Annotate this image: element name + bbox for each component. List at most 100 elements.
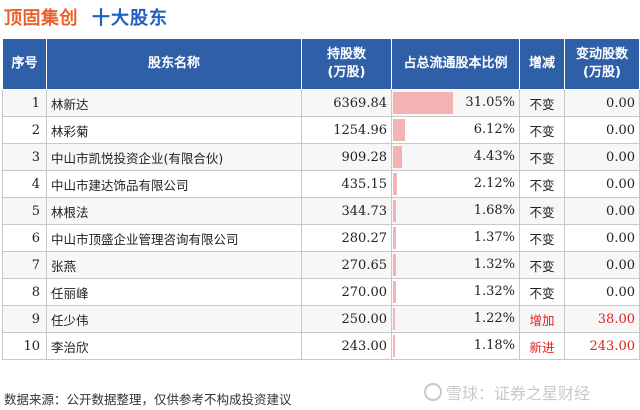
column-header-change-line2: (万股) [583,65,621,80]
cell-rank: 9 [2,305,47,333]
cell-rank: 6 [2,224,47,252]
ratio-bar [393,254,396,276]
table-row: 10 李治欣 243.00 1.18% 新进 243.00 [2,332,640,360]
cell-shares: 243.00 [301,332,392,360]
cell-shares: 270.00 [301,278,392,306]
column-header-change-line1: 变动股数 [575,47,628,62]
cell-ratio: 1.68% [391,197,520,225]
ratio-bar [393,146,402,168]
cell-change-shares: 38.00 [564,305,640,333]
cell-change-shares: 0.00 [564,197,640,225]
table-row: 1 林新达 6369.84 31.05% 不变 0.00 [2,89,640,117]
cell-shareholder-name: 中山市建达饰品有限公司 [46,170,302,198]
table-row: 8 任丽峰 270.00 1.32% 不变 0.00 [2,278,640,306]
cell-ratio: 1.22% [391,305,520,333]
ratio-label: 1.32% [473,284,515,299]
cell-ratio: 31.05% [391,89,520,117]
table-body: 1 林新达 6369.84 31.05% 不变 0.00 2 林彩菊 1254.96 6.12% 不… [2,89,640,360]
cell-change-type: 不变 [519,278,565,306]
cell-shareholder-name: 李治欣 [46,332,302,360]
cell-change-type: 不变 [519,224,565,252]
cell-change-type: 不变 [519,197,565,225]
table-row: 2 林彩菊 1254.96 6.12% 不变 0.00 [2,116,640,144]
cell-rank: 4 [2,170,47,198]
ratio-bar [393,92,453,114]
cell-shares: 1254.96 [301,116,392,144]
cell-shares: 909.28 [301,143,392,171]
cell-shares: 435.15 [301,170,392,198]
column-header-shares-line2: (万股) [327,65,366,80]
shareholders-table: 序号 股东名称 持股数 (万股) 占总流通股本比例 增减 变动股数 (万股) 1… [2,38,640,360]
cell-rank: 7 [2,251,47,279]
cell-shares: 344.73 [301,197,392,225]
cell-change-shares: 0.00 [564,143,640,171]
snowball-logo-icon [424,383,442,401]
ratio-bar [393,200,397,222]
ratio-bar [393,335,396,357]
cell-change-type: 不变 [519,89,565,117]
column-header-change-type: 增减 [519,38,565,90]
cell-change-shares: 0.00 [564,116,640,144]
footer-source: 数据来源：公开数据整理，仅供参考不构成投资建议 [4,392,292,407]
column-header-change: 变动股数 (万股) [564,38,640,90]
page-title: 十大股东 [92,8,168,29]
table-row: 5 林根法 344.73 1.68% 不变 0.00 [2,197,640,225]
cell-shareholder-name: 中山市顶盛企业管理咨询有限公司 [46,224,302,252]
column-header-shares-line1: 持股数 [326,47,366,62]
ratio-bar [393,173,398,195]
cell-shares: 250.00 [301,305,392,333]
column-header-shares: 持股数 (万股) [301,38,392,90]
ratio-label: 2.12% [473,176,515,191]
cell-shareholder-name: 林新达 [46,89,302,117]
cell-shareholder-name: 林彩菊 [46,116,302,144]
column-header-name: 股东名称 [46,38,302,90]
column-header-rank: 序号 [2,38,47,90]
table-row: 4 中山市建达饰品有限公司 435.15 2.12% 不变 0.00 [2,170,640,198]
cell-rank: 5 [2,197,47,225]
cell-ratio: 4.43% [391,143,520,171]
cell-change-type: 不变 [519,116,565,144]
cell-ratio: 1.37% [391,224,520,252]
cell-shareholder-name: 任丽峰 [46,278,302,306]
cell-rank: 1 [2,89,47,117]
watermark: 雪球：证券之星财经 [424,380,590,404]
ratio-bar [393,281,396,303]
ratio-bar [393,308,396,330]
cell-change-shares: 0.00 [564,278,640,306]
cell-shares: 270.65 [301,251,392,279]
ratio-label: 1.22% [473,311,515,326]
cell-ratio: 1.32% [391,251,520,279]
cell-rank: 8 [2,278,47,306]
cell-change-shares: 0.00 [564,170,640,198]
cell-shareholder-name: 张燕 [46,251,302,279]
ratio-label: 1.18% [473,338,515,353]
cell-change-type: 新进 [519,332,565,360]
ratio-label: 1.37% [473,230,515,245]
ratio-label: 31.05% [465,95,515,110]
cell-shares: 6369.84 [301,89,392,117]
cell-shares: 280.27 [301,224,392,252]
cell-change-shares: 243.00 [564,332,640,360]
table-row: 9 任少伟 250.00 1.22% 增加 38.00 [2,305,640,333]
ratio-bar [393,227,396,249]
header: 顶固集创 十大股东 [0,0,640,38]
table-row: 7 张燕 270.65 1.32% 不变 0.00 [2,251,640,279]
cell-rank: 3 [2,143,47,171]
ratio-label: 6.12% [473,122,515,137]
column-header-ratio: 占总流通股本比例 [391,38,520,90]
cell-shareholder-name: 中山市凯悦投资企业(有限合伙) [46,143,302,171]
cell-ratio: 1.18% [391,332,520,360]
ratio-label: 1.32% [473,257,515,272]
cell-ratio: 2.12% [391,170,520,198]
company-name: 顶固集创 [4,8,78,29]
cell-rank: 10 [2,332,47,360]
ratio-label: 4.43% [473,149,515,164]
table-row: 3 中山市凯悦投资企业(有限合伙) 909.28 4.43% 不变 0.00 [2,143,640,171]
cell-change-type: 增加 [519,305,565,333]
cell-change-type: 不变 [519,170,565,198]
cell-change-type: 不变 [519,143,565,171]
cell-shareholder-name: 任少伟 [46,305,302,333]
ratio-label: 1.68% [473,203,515,218]
cell-change-type: 不变 [519,251,565,279]
watermark-text: 雪球：证券之星财经 [446,384,591,403]
